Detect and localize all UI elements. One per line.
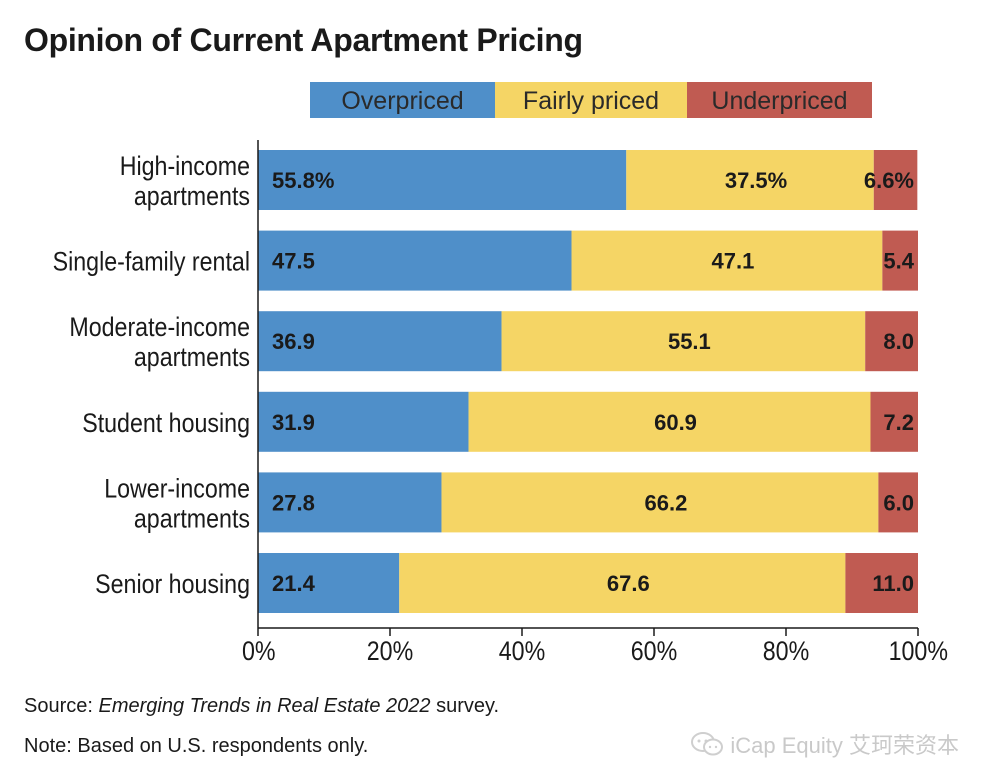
category-label: Lower-income xyxy=(104,474,250,504)
bar-value-label: 27.8 xyxy=(272,490,315,515)
stacked-bar-chart: Overpriced Fairly priced Underpriced 55.8%… xyxy=(53,82,948,666)
category-label: Senior housing xyxy=(95,569,250,599)
chat-bubbles-icon xyxy=(691,732,724,756)
legend-label: Underpriced xyxy=(711,87,847,115)
category-label: apartments xyxy=(134,343,250,373)
bar-value-label: 60.9 xyxy=(654,410,697,435)
bars: 55.8% 37.5% 6.6% 47.5 47.1 5.4 36.9 55.1 8.0 31.9… xyxy=(258,150,918,613)
source-note: Source: Emerging Trends in Real Estate 2… xyxy=(24,695,500,717)
bar-segment xyxy=(441,472,879,533)
category-label: High-income xyxy=(120,151,250,181)
bar-segment xyxy=(571,230,883,291)
bar-value-label: 55.1 xyxy=(668,329,711,354)
x-tick-label: 80% xyxy=(763,636,809,666)
bar-value-label: 5.4 xyxy=(883,249,914,274)
category-label: Moderate-income xyxy=(69,313,250,343)
x-tick-label: 0% xyxy=(242,636,276,666)
bar-value-label: 66.2 xyxy=(645,490,688,515)
bar-segment xyxy=(626,150,874,210)
bar-segment xyxy=(258,391,469,452)
watermark: iCap Equity 艾珂荣资本 xyxy=(690,728,959,760)
legend-swatch xyxy=(310,82,495,118)
category-label: Student housing xyxy=(82,408,250,438)
legend-swatch xyxy=(495,82,687,118)
bar-segment xyxy=(399,553,846,613)
category-label: apartments xyxy=(134,181,250,211)
bar-segment xyxy=(845,553,918,613)
x-tick-label: 60% xyxy=(631,636,677,666)
bar-segment xyxy=(258,553,400,613)
category-label: Single-family rental xyxy=(53,247,250,277)
bar-value-label: 55.8% xyxy=(272,168,334,193)
bar-value-label: 37.5% xyxy=(725,168,787,193)
bar-value-label: 6.0 xyxy=(883,490,914,515)
respondents-note: Note: Based on U.S. respondents only. xyxy=(24,735,369,757)
bar-segment xyxy=(870,391,918,452)
x-tick-label: 20% xyxy=(367,636,413,666)
category-label: apartments xyxy=(134,504,250,534)
bar-value-label: 11.0 xyxy=(872,571,914,596)
bar-value-label: 47.1 xyxy=(712,249,755,274)
legend-label: Overpriced xyxy=(341,87,463,115)
bar-segment xyxy=(882,230,918,291)
bar-value-label: 7.2 xyxy=(883,410,914,435)
bar-segment xyxy=(258,472,442,533)
watermark-text: iCap Equity 艾珂荣资本 xyxy=(730,733,959,758)
bar-value-label: 31.9 xyxy=(272,410,315,435)
x-axis: 0% 20% 40% 60% 80% 100% xyxy=(242,140,948,666)
x-tick-label: 40% xyxy=(499,636,545,666)
bar-segment xyxy=(258,150,627,210)
bar-segment xyxy=(873,150,918,210)
bar-segment xyxy=(865,311,918,372)
bar-value-label: 67.6 xyxy=(607,571,650,596)
bar-value-label: 21.4 xyxy=(272,571,316,596)
bar-segment xyxy=(258,230,572,291)
bar-segment xyxy=(468,391,871,452)
bar-segment xyxy=(258,311,502,372)
x-tick-label: 100% xyxy=(889,636,948,666)
bar-value-label: 6.6% xyxy=(864,168,914,193)
bar-value-label: 36.9 xyxy=(272,329,315,354)
bar-segment xyxy=(878,472,918,533)
legend-swatch xyxy=(687,82,872,118)
legend: Overpriced Fairly priced Underpriced xyxy=(310,82,872,118)
bar-segment xyxy=(501,311,866,372)
bar-value-label: 8.0 xyxy=(883,329,914,354)
chart-title: Opinion of Current Apartment Pricing xyxy=(24,22,583,58)
bar-value-label: 47.5 xyxy=(272,249,315,274)
legend-label: Fairly priced xyxy=(523,87,659,115)
